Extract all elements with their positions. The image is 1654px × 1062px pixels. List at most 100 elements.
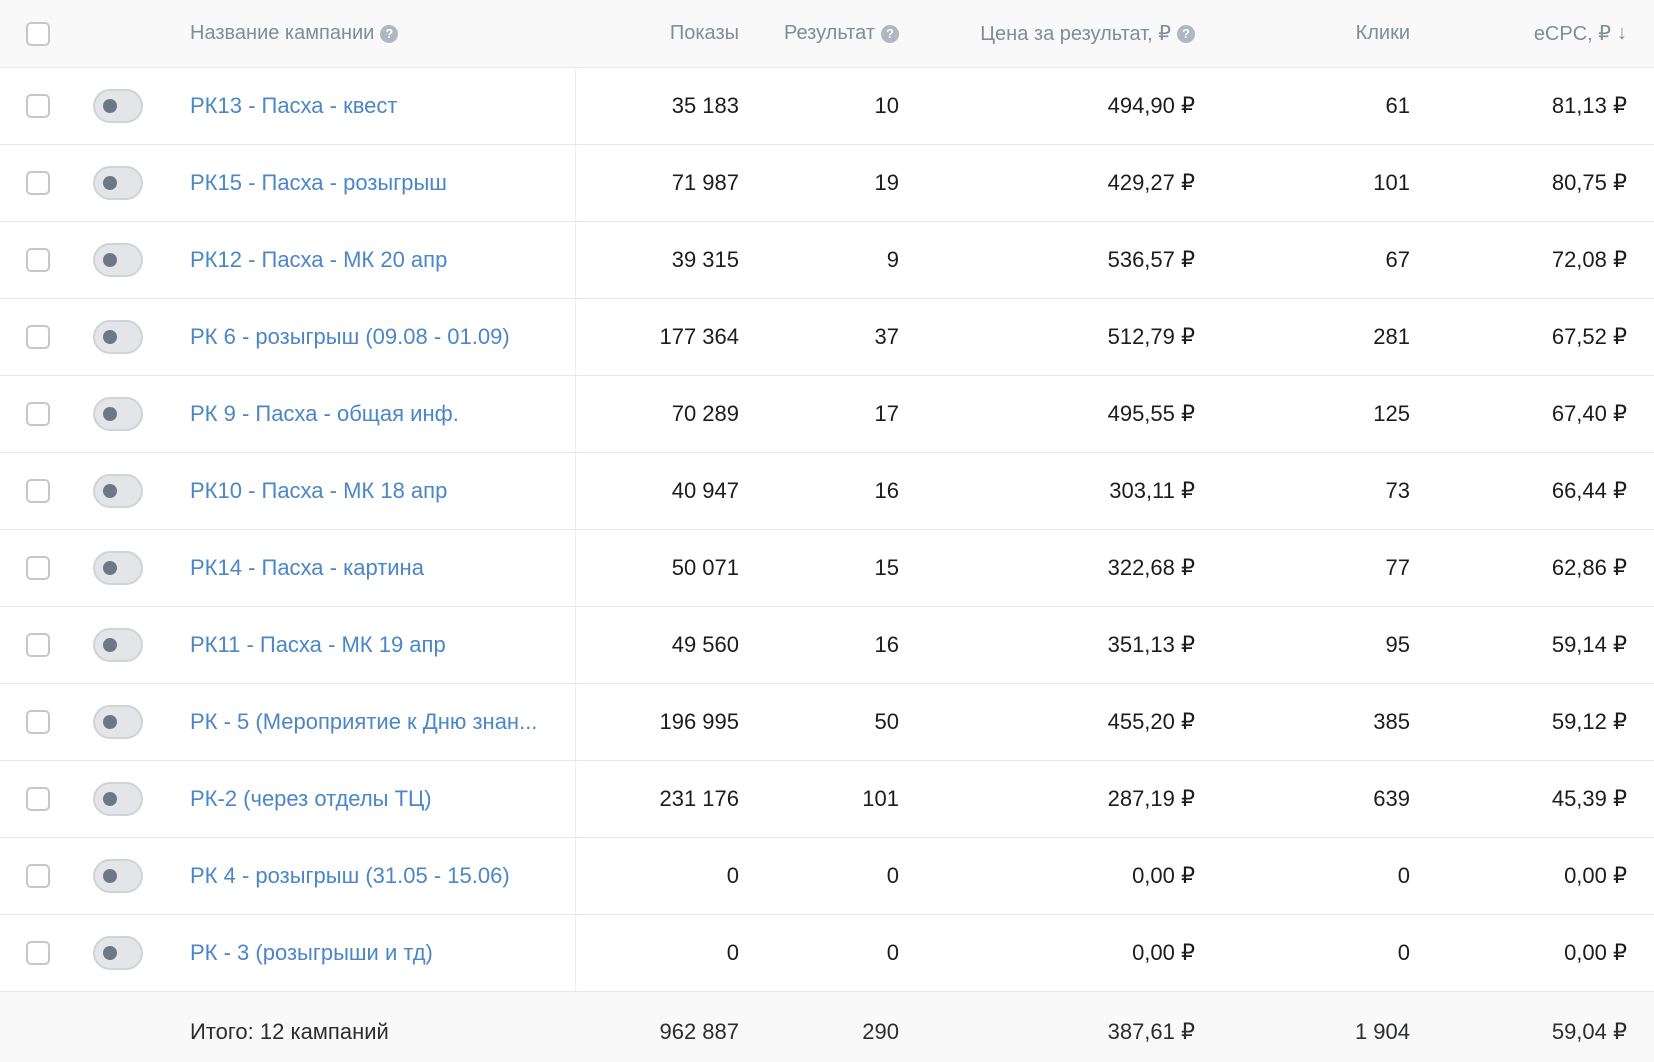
header-price-label: Цена за результат, ₽ <box>980 23 1171 45</box>
campaign-name-link[interactable]: РК13 - Пасха - квест <box>190 93 398 118</box>
table-row: РК14 - Пасха - картина 50 071 15 322,68 ₽ 77… <box>0 530 1654 607</box>
campaign-status-toggle[interactable] <box>93 397 143 431</box>
cell-result: 101 <box>862 786 899 811</box>
row-checkbox[interactable] <box>26 710 50 734</box>
campaign-status-toggle[interactable] <box>93 243 143 277</box>
campaign-name-link[interactable]: РК12 - Пасха - МК 20 апр <box>190 247 448 272</box>
cell-clicks: 125 <box>1373 401 1410 426</box>
row-checkbox[interactable] <box>26 864 50 888</box>
cell-shows: 50 071 <box>671 555 739 580</box>
toggle-knob <box>103 253 117 267</box>
cell-ecpc: 72,08 ₽ <box>1551 247 1627 272</box>
row-checkbox[interactable] <box>26 941 50 965</box>
table-row: РК-2 (через отделы ТЦ) 231 176 101 287,19 ₽… <box>0 761 1654 838</box>
row-checkbox[interactable] <box>26 248 50 272</box>
toggle-knob <box>103 792 117 806</box>
cell-price: 0,00 ₽ <box>1132 940 1195 965</box>
total-ecpc: 59,04 ₽ <box>1551 1019 1627 1044</box>
cell-clicks: 639 <box>1373 786 1410 811</box>
campaign-status-toggle[interactable] <box>93 628 143 662</box>
cell-shows: 39 315 <box>671 247 739 272</box>
table-row: РК - 3 (розыгрыши и тд) 0 0 0,00 ₽ 0 0,00 ₽ <box>0 915 1654 992</box>
campaign-name-link[interactable]: РК 6 - розыгрыш (09.08 - 01.09) <box>190 324 510 349</box>
campaign-name-link[interactable]: РК 4 - розыгрыш (31.05 - 15.06) <box>190 863 510 888</box>
header-clicks[interactable]: Клики <box>1200 0 1410 67</box>
campaign-status-toggle[interactable] <box>93 320 143 354</box>
cell-result: 16 <box>874 632 899 657</box>
table-row: РК15 - Пасха - розыгрыш 71 987 19 429,27 ₽ 1… <box>0 145 1654 222</box>
campaign-name-link[interactable]: РК10 - Пасха - МК 18 апр <box>190 478 448 503</box>
campaign-status-toggle[interactable] <box>93 936 143 970</box>
cell-price: 0,00 ₽ <box>1132 863 1195 888</box>
cell-shows: 0 <box>726 940 739 965</box>
campaign-status-toggle[interactable] <box>93 474 143 508</box>
campaign-name-link[interactable]: РК11 - Пасха - МК 19 апр <box>190 632 446 657</box>
row-checkbox[interactable] <box>26 556 50 580</box>
total-label: Итого: 12 кампаний <box>190 1019 389 1044</box>
row-checkbox[interactable] <box>26 633 50 657</box>
cell-price: 303,11 ₽ <box>1109 478 1195 503</box>
campaign-status-toggle[interactable] <box>93 89 143 123</box>
header-name[interactable]: Название кампании ? <box>190 0 570 67</box>
cell-shows: 35 183 <box>671 93 739 118</box>
campaign-status-toggle[interactable] <box>93 551 143 585</box>
table-row: РК 6 - розыгрыш (09.08 - 01.09) 177 364 37… <box>0 299 1654 376</box>
header-ecpc-label: eCPC, ₽ <box>1533 23 1611 45</box>
cell-clicks: 95 <box>1385 632 1410 657</box>
campaign-name-link[interactable]: РК14 - Пасха - картина <box>190 555 424 580</box>
header-shows[interactable]: Показы <box>580 0 739 67</box>
cell-shows: 71 987 <box>671 170 739 195</box>
cell-clicks: 385 <box>1373 709 1410 734</box>
toggle-knob <box>103 330 117 344</box>
cell-result: 10 <box>874 93 899 118</box>
cell-ecpc: 59,14 ₽ <box>1551 632 1627 657</box>
campaign-name-link[interactable]: РК - 5 (Мероприятие к Дню знан... <box>190 709 538 734</box>
row-checkbox[interactable] <box>26 94 50 118</box>
header-result[interactable]: Результат ? <box>740 0 899 67</box>
cell-result: 9 <box>886 247 899 272</box>
row-checkbox[interactable] <box>26 325 50 349</box>
table-row: РК13 - Пасха - квест 35 183 10 494,90 ₽ 61 81… <box>0 68 1654 145</box>
help-icon[interactable]: ? <box>380 24 399 43</box>
table-footer: Итого: 12 кампаний 962 887 290 387,61 ₽ … <box>0 992 1654 1062</box>
cell-shows: 177 364 <box>659 324 739 349</box>
cell-price: 455,20 ₽ <box>1107 709 1195 734</box>
campaign-name-link[interactable]: РК15 - Пасха - розыгрыш <box>190 170 447 195</box>
campaign-name-link[interactable]: РК-2 (через отделы ТЦ) <box>190 786 432 811</box>
cell-clicks: 281 <box>1373 324 1410 349</box>
cell-price: 494,90 ₽ <box>1107 93 1195 118</box>
select-all-checkbox[interactable] <box>26 21 50 46</box>
cell-ecpc: 66,44 ₽ <box>1551 478 1627 503</box>
cell-result: 15 <box>874 555 899 580</box>
row-checkbox[interactable] <box>26 402 50 426</box>
cell-result: 16 <box>874 478 899 503</box>
campaign-status-toggle[interactable] <box>93 782 143 816</box>
campaign-status-toggle[interactable] <box>93 166 143 200</box>
table-row: РК 9 - Пасха - общая инф. 70 289 17 495,55 … <box>0 376 1654 453</box>
cell-ecpc: 67,52 ₽ <box>1551 324 1627 349</box>
row-checkbox[interactable] <box>26 787 50 811</box>
row-checkbox[interactable] <box>26 171 50 195</box>
table-header: Название кампании ? Показы Результат ? Ц… <box>0 0 1654 68</box>
header-result-label: Результат <box>784 22 875 44</box>
row-checkbox[interactable] <box>26 479 50 503</box>
cell-ecpc: 45,39 ₽ <box>1551 786 1627 811</box>
toggle-knob <box>103 99 117 113</box>
column-divider <box>575 0 576 1062</box>
header-ecpc[interactable]: eCPC, ₽ ↓ <box>1420 0 1627 67</box>
cell-clicks: 61 <box>1385 93 1410 118</box>
total-price: 387,61 ₽ <box>1107 1019 1195 1044</box>
header-price[interactable]: Цена за результат, ₽ ? <box>900 0 1195 67</box>
table-row: РК10 - Пасха - МК 18 апр 40 947 16 303,11 ₽… <box>0 453 1654 530</box>
campaign-status-toggle[interactable] <box>93 705 143 739</box>
cell-price: 512,79 ₽ <box>1107 324 1195 349</box>
toggle-knob <box>103 638 117 652</box>
header-shows-label: Показы <box>669 22 739 44</box>
campaign-name-link[interactable]: РК - 3 (розыгрыши и тд) <box>190 940 433 965</box>
help-icon[interactable]: ? <box>1177 24 1195 43</box>
campaign-name-link[interactable]: РК 9 - Пасха - общая инф. <box>190 401 459 426</box>
help-icon[interactable]: ? <box>881 24 899 43</box>
cell-result: 37 <box>874 324 899 349</box>
campaign-status-toggle[interactable] <box>93 859 143 893</box>
